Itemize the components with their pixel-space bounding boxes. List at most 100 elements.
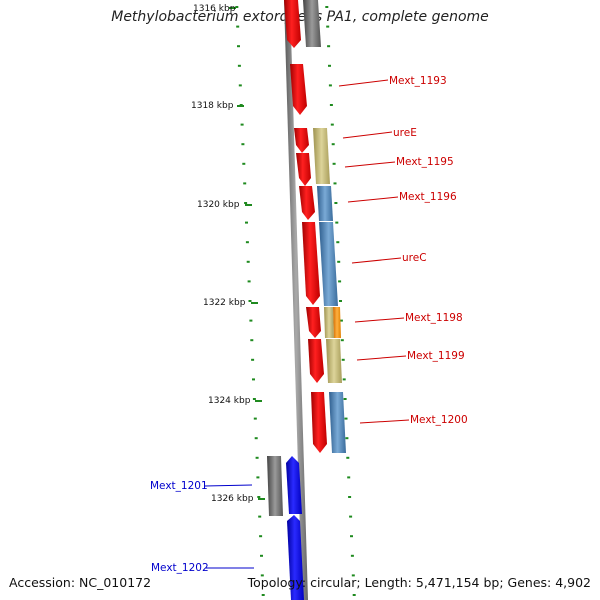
gc-dot <box>236 25 240 28</box>
gray-feature-mext-1201[interactable] <box>267 456 283 516</box>
gc-dot <box>254 437 258 440</box>
coordinate-tick-mark <box>237 105 244 107</box>
feature-track <box>303 0 346 453</box>
gc-dot <box>343 398 347 400</box>
gc-dot <box>237 64 241 67</box>
gc-dot <box>335 221 339 224</box>
forward-cds-track <box>284 0 327 453</box>
gc-dot <box>337 260 341 263</box>
gc-dot <box>347 476 351 479</box>
gc-dot <box>259 535 263 538</box>
cds-arrow-mext-1198[interactable] <box>306 307 321 338</box>
gc-dot <box>245 221 248 224</box>
gc-dot <box>252 398 256 400</box>
gc-dot <box>255 456 259 459</box>
map-title: Methylobacterium extorquens PA1, complet… <box>111 9 489 25</box>
gene-label-urec[interactable]: ureC <box>402 252 427 264</box>
tick-label-1316: 1316 kbp <box>193 4 236 14</box>
gc-track-right <box>325 6 356 596</box>
gc-dot <box>238 84 242 87</box>
steel-feature-urec[interactable] <box>319 222 338 306</box>
gene-label-mext-1193[interactable]: Mext_1193 <box>389 75 447 87</box>
gc-dot <box>350 554 354 557</box>
tick-label-1326: 1326 kbp <box>211 494 254 504</box>
gene-label-mext-1199[interactable]: Mext_1199 <box>407 350 465 362</box>
cds-arrow-uree[interactable] <box>294 128 309 153</box>
coordinate-tick-mark <box>229 7 236 9</box>
gc-dot <box>252 378 255 381</box>
gray-feature-top[interactable] <box>303 0 321 47</box>
topology-text: Topology: circular; Length: 5,471,154 bp… <box>247 575 591 590</box>
tick-label-1318: 1318 kbp <box>191 101 234 111</box>
gene-label-mext-1198[interactable]: Mext_1198 <box>405 312 463 324</box>
gene-labels: Mext_1193 ureE Mext_1195 Mext_1196 ureC … <box>150 75 468 574</box>
gc-dot <box>331 143 335 146</box>
gc-dot <box>350 535 353 538</box>
gc-dot <box>242 162 246 165</box>
gc-dot <box>340 339 344 342</box>
cds-arrow-mext-1196[interactable] <box>299 186 315 220</box>
gc-dot <box>330 123 334 126</box>
coordinate-tick-mark <box>258 498 265 500</box>
gene-label-mext-1202[interactable]: Mext_1202 <box>151 562 209 574</box>
gc-dot <box>256 476 260 479</box>
tan-feature-mext-1198[interactable] <box>324 307 334 338</box>
gc-dot <box>245 241 249 244</box>
coordinate-tick-mark <box>251 302 258 304</box>
gc-dot <box>257 496 261 498</box>
gc-dot <box>244 202 248 204</box>
gc-dot <box>351 574 355 577</box>
gc-dot <box>253 417 257 420</box>
gc-dot <box>247 280 251 283</box>
cds-arrow-mext-1193[interactable] <box>290 64 307 115</box>
gc-dot <box>260 554 263 557</box>
gc-dot <box>333 182 337 185</box>
cds-arrow-mext-1200[interactable] <box>311 392 327 453</box>
gc-dot <box>341 358 345 361</box>
cds-arrow[interactable] <box>284 0 301 48</box>
gc-dot <box>248 300 252 302</box>
gene-label-mext-1196[interactable]: Mext_1196 <box>399 191 457 203</box>
steel-feature-mext-1196[interactable] <box>317 186 333 221</box>
cds-arrow-mext-1201[interactable] <box>286 456 302 514</box>
gc-dot <box>328 84 332 87</box>
gc-dot <box>332 162 336 165</box>
gc-dot <box>334 202 338 204</box>
gc-track-left <box>229 6 265 596</box>
orange-feature-mext-1198[interactable] <box>333 307 341 338</box>
gene-label-uree[interactable]: ureE <box>393 127 417 139</box>
cds-arrow-mext-1202[interactable] <box>287 515 304 600</box>
gc-dot <box>336 241 340 244</box>
gc-dot <box>235 6 239 8</box>
coordinate-ticks: 1316 kbp 1318 kbp 1320 kbp 1322 kbp 1324… <box>191 4 254 504</box>
tick-label-1320: 1320 kbp <box>197 200 240 210</box>
cds-arrow-urec[interactable] <box>302 222 320 305</box>
gc-dot <box>237 45 240 48</box>
gc-dot <box>246 260 250 263</box>
steel-feature-mext-1200[interactable] <box>329 392 346 453</box>
cds-arrow-mext-1195[interactable] <box>296 153 311 186</box>
gc-dot <box>326 25 330 28</box>
gc-dot <box>327 45 331 48</box>
gc-dot <box>258 515 262 518</box>
gene-label-mext-1200[interactable]: Mext_1200 <box>410 414 468 426</box>
gc-dot <box>348 496 352 498</box>
tan-feature-mext-1199[interactable] <box>326 339 342 383</box>
gc-dot <box>241 143 245 146</box>
gc-dot <box>338 280 342 283</box>
coordinate-tick-mark <box>245 204 252 206</box>
gc-dot <box>329 104 333 106</box>
gene-label-mext-1201[interactable]: Mext_1201 <box>150 480 208 492</box>
gc-dot <box>260 574 264 577</box>
coordinate-tick-mark <box>255 400 262 402</box>
tan-feature-uree[interactable] <box>313 128 330 184</box>
gc-dot <box>345 437 349 440</box>
tick-label-1324: 1324 kbp <box>208 396 251 406</box>
gc-dot <box>352 594 356 596</box>
gc-dot <box>261 594 265 596</box>
label-leaders <box>204 79 410 569</box>
cds-arrow-mext-1199[interactable] <box>308 339 324 383</box>
gc-dot <box>243 182 247 185</box>
gene-label-mext-1195[interactable]: Mext_1195 <box>396 156 454 168</box>
